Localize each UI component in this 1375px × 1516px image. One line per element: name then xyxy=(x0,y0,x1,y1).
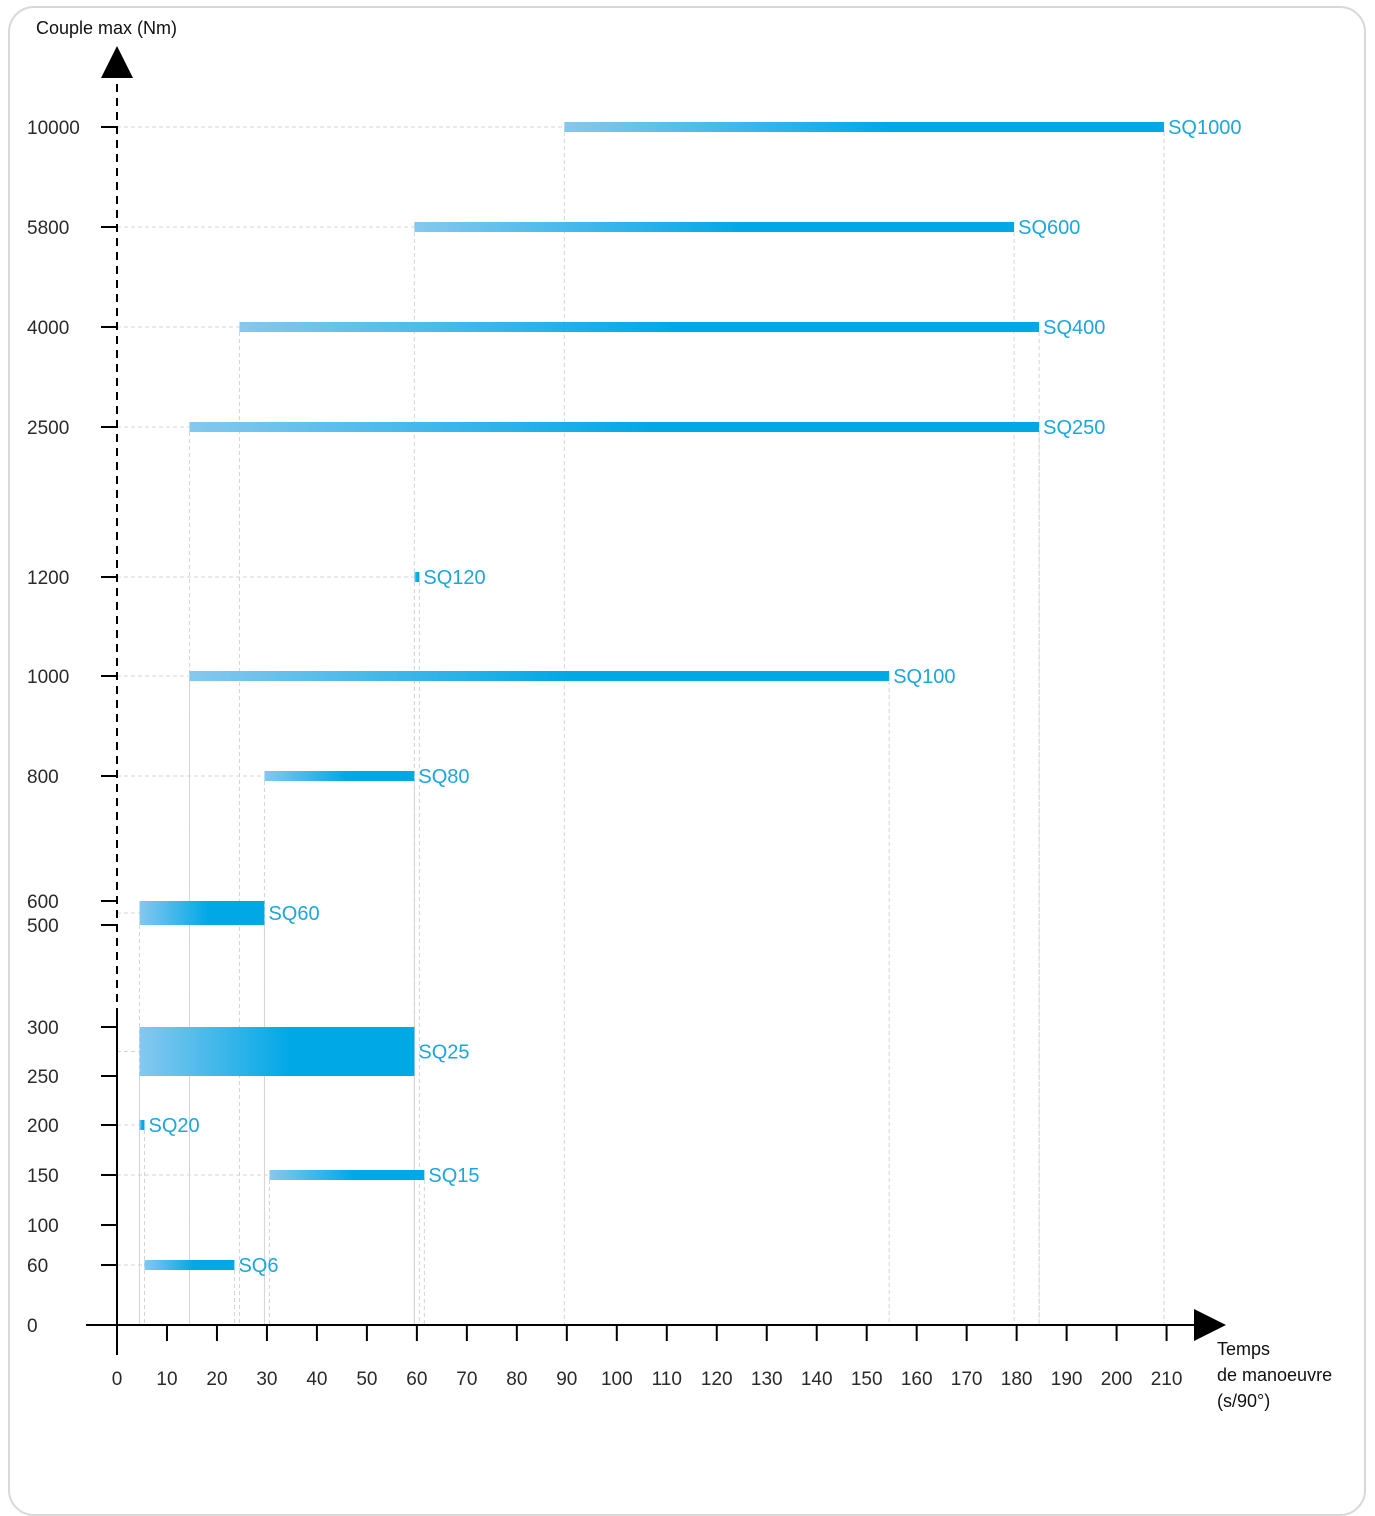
bar-sq400 xyxy=(239,322,1040,332)
x-tick-label: 30 xyxy=(256,1369,277,1390)
y-tick-label: 200 xyxy=(27,1116,59,1137)
label-sq400: SQ400 xyxy=(1043,317,1105,339)
y-tick-label: 100 xyxy=(27,1216,59,1237)
x-tick-label: 70 xyxy=(456,1369,477,1390)
y-tick-label: 4000 xyxy=(27,318,69,339)
y-tick-label: 150 xyxy=(27,1166,59,1187)
label-sq6: SQ6 xyxy=(238,1255,278,1277)
x-tick-label: 120 xyxy=(701,1369,733,1390)
label-sq100: SQ100 xyxy=(893,666,955,688)
x-tick-label: 140 xyxy=(801,1369,833,1390)
bar-sq100 xyxy=(189,671,890,681)
x-tick-label: 170 xyxy=(951,1369,983,1390)
bar-sq25 xyxy=(139,1027,415,1076)
series-labels: SQ6 SQ15 SQ20 SQ25 SQ60 SQ80 SQ100 SQ120 SQ250 SQ… xyxy=(148,117,1241,1277)
x-tick-label: 200 xyxy=(1101,1369,1133,1390)
x-tick-label: 110 xyxy=(652,1369,682,1390)
x-axis-arrow xyxy=(1194,1309,1226,1341)
x-tick-label: 210 xyxy=(1151,1369,1183,1390)
label-sq1000: SQ1000 xyxy=(1168,117,1241,139)
x-tick-label: 20 xyxy=(206,1369,227,1390)
label-sq600: SQ600 xyxy=(1018,217,1080,239)
y-tick-label: 300 xyxy=(27,1018,59,1039)
x-tick-label: 150 xyxy=(851,1369,883,1390)
y-tick-label: 2500 xyxy=(27,418,69,439)
x-axis-title-line1: Temps xyxy=(1217,1339,1270,1359)
y-tick-label: 60 xyxy=(27,1256,48,1277)
x-tick-label: 160 xyxy=(901,1369,933,1390)
y-axis-title: Couple max (Nm) xyxy=(36,18,177,38)
y-tick-label: 1000 xyxy=(27,667,69,688)
bar-sq120 xyxy=(414,572,420,582)
x-axis-title-line2: de manoeuvre xyxy=(1217,1365,1332,1385)
x-tick-label: 80 xyxy=(506,1369,527,1390)
x-tick-label: 60 xyxy=(406,1369,427,1390)
y-tick-label: 800 xyxy=(27,767,59,788)
bars xyxy=(139,122,1165,1270)
label-sq250: SQ250 xyxy=(1043,417,1105,439)
x-tick-label: 190 xyxy=(1051,1369,1083,1390)
x-tick-label: 0 xyxy=(112,1369,123,1390)
y-tick-label: 1200 xyxy=(27,568,69,589)
axes: Couple max (Nm) Temps de manoeuvre (s/90… xyxy=(36,18,1332,1411)
bar-sq20 xyxy=(139,1120,145,1130)
y-tick-label: 0 xyxy=(27,1316,38,1337)
x-tick-label: 90 xyxy=(556,1369,577,1390)
label-sq60: SQ60 xyxy=(268,903,319,925)
bar-sq80 xyxy=(264,771,415,781)
y-tick-label: 600 xyxy=(27,892,59,913)
y-tick-label: 5800 xyxy=(27,218,69,239)
x-tick-label: 40 xyxy=(306,1369,327,1390)
y-tick-label: 250 xyxy=(27,1067,59,1088)
ticks: 0601001502002503005006008001000120025004… xyxy=(27,118,1182,1390)
bar-sq15 xyxy=(269,1170,425,1180)
grid-lines xyxy=(117,126,1165,1325)
label-sq20: SQ20 xyxy=(148,1115,199,1137)
label-sq80: SQ80 xyxy=(418,766,469,788)
label-sq25: SQ25 xyxy=(418,1042,469,1064)
x-tick-label: 130 xyxy=(751,1369,783,1390)
y-tick-label: 500 xyxy=(27,916,59,937)
x-tick-label: 10 xyxy=(156,1369,177,1390)
bar-sq250 xyxy=(189,422,1040,432)
x-tick-label: 50 xyxy=(356,1369,377,1390)
label-sq120: SQ120 xyxy=(423,567,485,589)
y-axis-arrow xyxy=(101,46,133,78)
label-sq15: SQ15 xyxy=(428,1165,479,1187)
x-axis-title-line3: (s/90°) xyxy=(1217,1391,1270,1411)
bar-sq6 xyxy=(144,1260,235,1270)
x-tick-label: 100 xyxy=(601,1369,633,1390)
bar-sq1000 xyxy=(564,122,1165,132)
bar-sq60 xyxy=(139,901,265,925)
bar-sq600 xyxy=(414,222,1015,232)
x-tick-label: 180 xyxy=(1001,1369,1033,1390)
y-tick-label: 10000 xyxy=(27,118,80,139)
